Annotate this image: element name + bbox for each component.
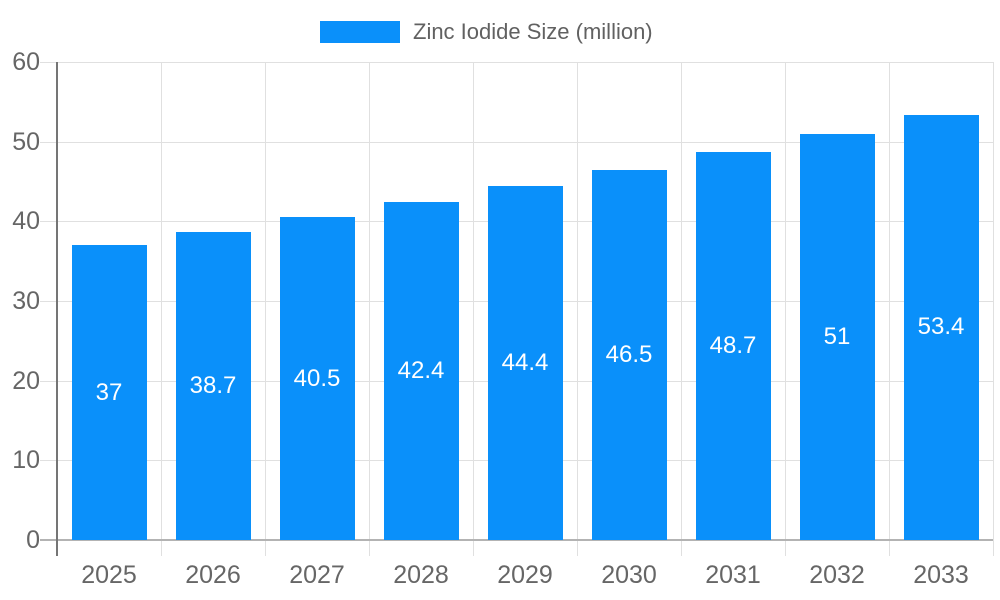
x-gridline: [577, 62, 578, 540]
y-tick-label: 10: [12, 446, 40, 475]
bar-value-label: 44.4: [501, 349, 549, 377]
y-tick-label: 50: [12, 127, 40, 156]
x-tick-label: 2025: [81, 561, 137, 589]
x-tick-label: 2027: [289, 561, 345, 589]
x-gridline: [681, 62, 682, 540]
bar: [903, 114, 979, 540]
y-axis-line: [56, 62, 58, 556]
x-axis-line: [40, 539, 993, 541]
bar-value-label: 46.5: [605, 340, 653, 368]
bar: [799, 133, 875, 540]
x-axis-tick: [889, 540, 890, 556]
bar-value-label: 51: [823, 322, 851, 350]
x-axis-tick: [265, 540, 266, 556]
x-gridline: [369, 62, 370, 540]
bar-value-label: 48.7: [709, 332, 757, 359]
x-tick-label: 2033: [913, 561, 969, 589]
y-tick-label: 40: [12, 207, 40, 236]
x-tick-label: 2030: [601, 561, 657, 589]
x-axis-tick: [161, 540, 162, 556]
x-tick-label: 2032: [809, 561, 865, 589]
bar: [487, 186, 563, 540]
bar-value-label: 38.7: [189, 371, 237, 399]
x-gridline: [993, 62, 994, 540]
x-axis-tick: [369, 540, 370, 556]
bar-value-label: 37: [95, 378, 123, 406]
x-tick-label: 2031: [705, 561, 761, 589]
x-axis-tick: [577, 540, 578, 556]
bar: [695, 152, 771, 540]
y-tick-label: 30: [12, 287, 40, 315]
x-gridline: [161, 62, 162, 540]
legend-swatch: [320, 21, 400, 43]
x-tick-label: 2026: [185, 561, 241, 589]
x-axis-tick: [993, 540, 994, 556]
x-axis-tick: [473, 540, 474, 556]
y-tick-label: 60: [12, 48, 40, 76]
x-gridline: [473, 62, 474, 540]
bar: [383, 202, 459, 540]
bar-value-label: 42.4: [397, 357, 445, 385]
legend-label: Zinc Iodide Size (million): [413, 19, 653, 44]
x-tick-label: 2028: [393, 561, 449, 589]
y-gridline: [40, 141, 993, 143]
y-tick-label: 0: [26, 526, 40, 554]
y-gridline: [40, 62, 993, 63]
bar: [591, 169, 667, 540]
legend: Zinc Iodide Size (million): [320, 19, 653, 44]
x-gridline: [889, 62, 890, 540]
bar-value-label: 53.4: [917, 313, 965, 341]
bar: [279, 217, 355, 540]
y-tick-label: 20: [12, 366, 40, 395]
x-gridline: [265, 62, 266, 540]
x-gridline: [785, 62, 786, 540]
bar: [71, 245, 147, 540]
x-tick-label: 2029: [497, 561, 553, 589]
bar-value-label: 40.5: [293, 364, 341, 392]
x-axis-tick: [681, 540, 682, 556]
x-axis-tick: [785, 540, 786, 556]
bar: [175, 231, 251, 540]
